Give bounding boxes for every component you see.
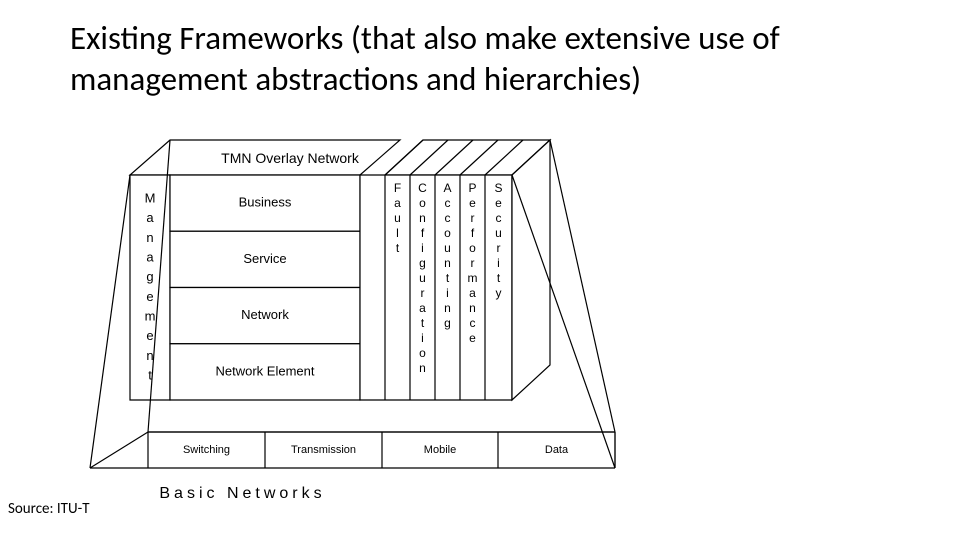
svg-text:Network Element: Network Element xyxy=(216,363,315,378)
svg-text:l: l xyxy=(396,226,399,240)
svg-text:Basic Networks: Basic Networks xyxy=(159,485,325,502)
svg-text:i: i xyxy=(421,331,424,345)
svg-text:Switching: Switching xyxy=(183,444,230,456)
svg-text:e: e xyxy=(146,289,153,304)
svg-text:g: g xyxy=(146,269,153,284)
diagram-svg: TMN Overlay NetworkManagementBusinessSer… xyxy=(70,130,630,520)
svg-text:Mobile: Mobile xyxy=(424,444,456,456)
svg-text:o: o xyxy=(469,241,476,255)
svg-text:u: u xyxy=(394,211,401,225)
svg-text:n: n xyxy=(444,256,451,270)
svg-text:Data: Data xyxy=(545,444,569,456)
svg-text:o: o xyxy=(419,346,426,360)
svg-text:F: F xyxy=(394,181,401,195)
svg-text:o: o xyxy=(444,226,451,240)
svg-text:g: g xyxy=(444,316,451,330)
svg-text:Service: Service xyxy=(243,251,286,266)
svg-text:n: n xyxy=(444,301,451,315)
svg-text:Transmission: Transmission xyxy=(291,444,356,456)
svg-text:A: A xyxy=(443,181,451,195)
svg-text:TMN Overlay Network: TMN Overlay Network xyxy=(221,150,360,166)
svg-text:M: M xyxy=(145,190,156,205)
svg-text:c: c xyxy=(470,316,476,330)
svg-text:m: m xyxy=(145,308,156,323)
page-title: Existing Frameworks (that also make exte… xyxy=(70,18,900,101)
svg-text:i: i xyxy=(497,256,500,270)
svg-text:o: o xyxy=(419,196,426,210)
svg-text:a: a xyxy=(469,286,476,300)
svg-text:n: n xyxy=(146,348,153,363)
svg-text:e: e xyxy=(495,196,502,210)
svg-text:C: C xyxy=(418,181,427,195)
svg-text:c: c xyxy=(445,196,451,210)
svg-text:c: c xyxy=(496,211,502,225)
svg-text:a: a xyxy=(419,301,426,315)
svg-text:e: e xyxy=(469,196,476,210)
svg-text:r: r xyxy=(497,241,501,255)
svg-text:i: i xyxy=(421,241,424,255)
svg-text:e: e xyxy=(469,331,476,345)
svg-text:g: g xyxy=(419,256,426,270)
svg-text:c: c xyxy=(445,211,451,225)
svg-text:n: n xyxy=(146,230,153,245)
svg-text:S: S xyxy=(494,181,502,195)
svg-text:e: e xyxy=(146,328,153,343)
svg-text:m: m xyxy=(468,271,478,285)
svg-text:n: n xyxy=(419,361,426,375)
svg-text:a: a xyxy=(146,210,154,225)
svg-text:u: u xyxy=(419,271,426,285)
svg-text:Network: Network xyxy=(241,307,289,322)
svg-text:r: r xyxy=(471,256,475,270)
svg-text:y: y xyxy=(496,286,502,300)
svg-text:u: u xyxy=(495,226,502,240)
svg-text:n: n xyxy=(419,211,426,225)
svg-text:a: a xyxy=(146,249,154,264)
tmn-diagram: TMN Overlay NetworkManagementBusinessSer… xyxy=(70,130,630,520)
svg-text:a: a xyxy=(394,196,401,210)
svg-text:u: u xyxy=(444,241,451,255)
svg-text:r: r xyxy=(471,211,475,225)
svg-text:n: n xyxy=(469,301,476,315)
svg-text:r: r xyxy=(421,286,425,300)
svg-text:i: i xyxy=(446,286,449,300)
svg-text:P: P xyxy=(468,181,476,195)
svg-text:Business: Business xyxy=(239,195,292,210)
